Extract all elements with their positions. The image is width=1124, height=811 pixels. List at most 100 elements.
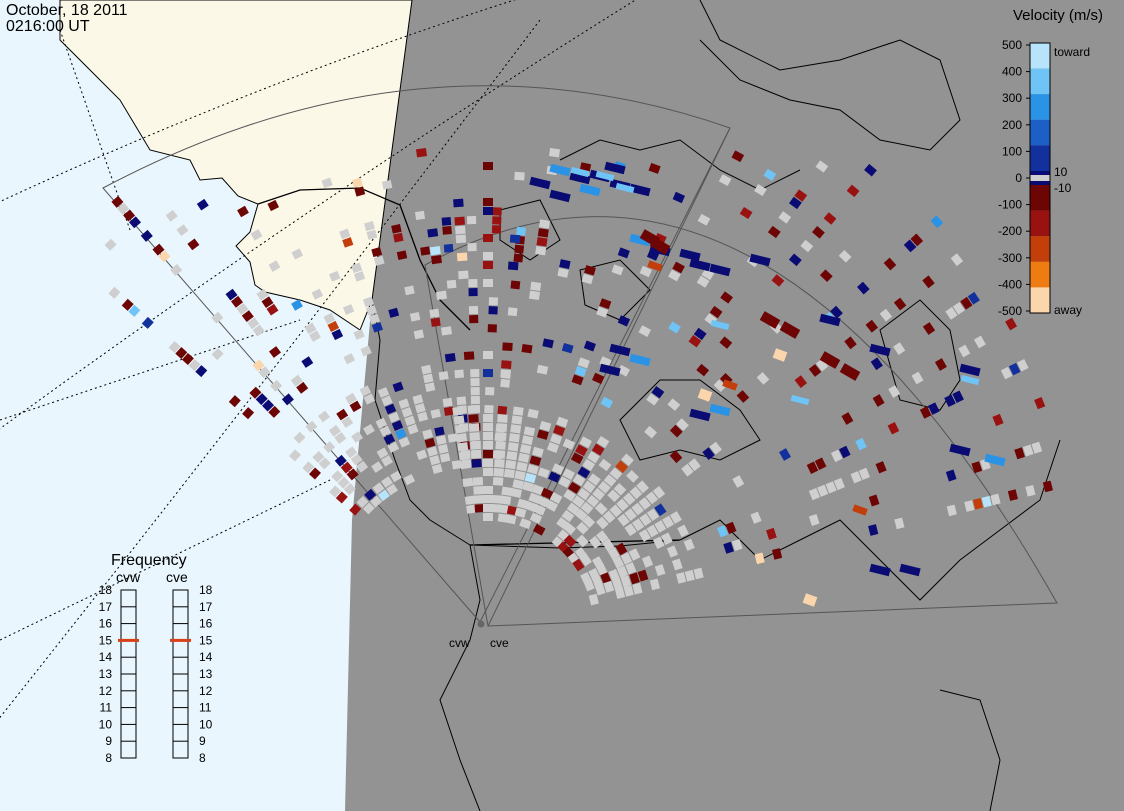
scatter-cell <box>290 374 303 387</box>
scatter-cell <box>681 463 694 477</box>
scatter-cell <box>152 243 165 256</box>
frequency-scale-label-left: 15 <box>99 633 113 647</box>
scatter-cell <box>339 228 351 240</box>
scatter-cell <box>255 393 268 406</box>
scatter-cell <box>617 364 630 377</box>
scatter-cell <box>350 453 363 466</box>
scatter-cell <box>846 184 860 198</box>
scatter-cell <box>270 379 283 392</box>
scatter-cell <box>819 313 841 327</box>
scatter-cell <box>981 495 992 508</box>
scatter-cell <box>865 319 879 333</box>
scatter-cell <box>558 476 571 488</box>
scatter-cell <box>505 459 517 470</box>
scatter-cell <box>596 306 609 318</box>
scatter-cell <box>609 504 623 518</box>
scatter-cell <box>495 441 506 450</box>
scatter-cell <box>321 177 333 189</box>
scatter-cell <box>349 400 362 413</box>
scatter-cell <box>424 437 436 448</box>
scatter-cell <box>470 395 480 405</box>
scatter-cell <box>582 458 596 471</box>
scatter-cell <box>398 436 411 448</box>
scatter-cell <box>513 253 524 263</box>
scatter-cell <box>576 534 589 548</box>
scatter-cell <box>808 364 822 377</box>
frequency-scale-label-right: 8 <box>199 751 206 765</box>
scatter-cell <box>500 378 510 388</box>
scatter-cell <box>1034 396 1046 410</box>
scatter-cell <box>483 495 493 503</box>
scatter-cell <box>531 484 544 496</box>
scatter-cell <box>519 518 532 530</box>
scatter-cell <box>371 322 383 333</box>
scatter-cell <box>252 359 265 372</box>
scatter-cell <box>519 444 532 454</box>
scatter-cell <box>329 485 342 498</box>
scatter-cell <box>383 433 396 445</box>
scatter-cell <box>451 460 462 470</box>
scatter-cell <box>170 264 183 276</box>
scatter-cell <box>646 393 659 406</box>
scatter-cell <box>617 513 630 527</box>
scatter-cell <box>844 336 857 350</box>
scatter-cell <box>604 161 626 175</box>
scatter-cell <box>291 248 304 260</box>
scatter-cell <box>211 311 224 324</box>
scatter-cell <box>684 569 695 582</box>
scatter-cell <box>472 477 484 486</box>
scatter-cell <box>494 450 506 459</box>
scatter-cell <box>763 168 777 181</box>
scatter-cell <box>722 379 738 391</box>
scatter-cell <box>181 352 194 366</box>
scatter-cell <box>815 160 829 173</box>
scatter-cell <box>430 408 441 419</box>
scatter-cell <box>602 538 615 552</box>
scatter-cell <box>825 481 837 494</box>
scatter-cell <box>754 184 767 197</box>
scatter-cell <box>549 163 571 177</box>
scatter-cell <box>494 459 505 468</box>
scatter-cell <box>794 375 808 389</box>
scatter-cell <box>464 495 476 505</box>
scatter-cell <box>353 328 365 340</box>
velocity-color-band <box>1030 94 1050 120</box>
scatter-cell <box>624 508 637 522</box>
scatter-cell <box>971 461 983 474</box>
velocity-plus10-label: 10 <box>1054 165 1068 179</box>
scatter-cell <box>579 553 592 567</box>
scatter-cell <box>830 305 843 319</box>
scatter-cell <box>580 501 594 515</box>
scatter-cell <box>491 225 502 234</box>
scatter-cell <box>960 374 980 386</box>
scatter-cell <box>377 387 390 398</box>
scatter-cell <box>381 395 393 407</box>
scatter-cell <box>473 485 484 495</box>
scatter-cell <box>453 198 464 208</box>
scatter-cell <box>311 288 324 300</box>
scatter-cell <box>483 504 493 512</box>
scatter-cell <box>910 233 924 247</box>
scatter-cell <box>492 207 502 216</box>
scatter-cell <box>496 432 507 441</box>
scatter-cell <box>176 224 189 237</box>
scatter-cell <box>470 378 480 387</box>
scatter-cell <box>497 414 508 423</box>
velocity-color-band <box>1030 210 1050 237</box>
scatter-cell <box>349 503 362 516</box>
scatter-cell <box>868 524 879 536</box>
scatter-cell <box>488 297 499 306</box>
scatter-cell <box>468 288 478 297</box>
scatter-cell <box>381 179 393 190</box>
scatter-cell <box>225 288 238 301</box>
scatter-cell <box>512 479 524 490</box>
scatter-cell <box>392 381 404 393</box>
scatter-cell <box>566 502 580 515</box>
scatter-cell <box>1008 362 1021 376</box>
frequency-scale-label-right: 16 <box>199 617 213 631</box>
scatter-cell <box>483 414 493 422</box>
scatter-cell <box>709 403 731 417</box>
scatter-cell <box>1025 484 1036 497</box>
scatter-cell <box>302 461 315 474</box>
scatter-cell <box>823 212 837 225</box>
